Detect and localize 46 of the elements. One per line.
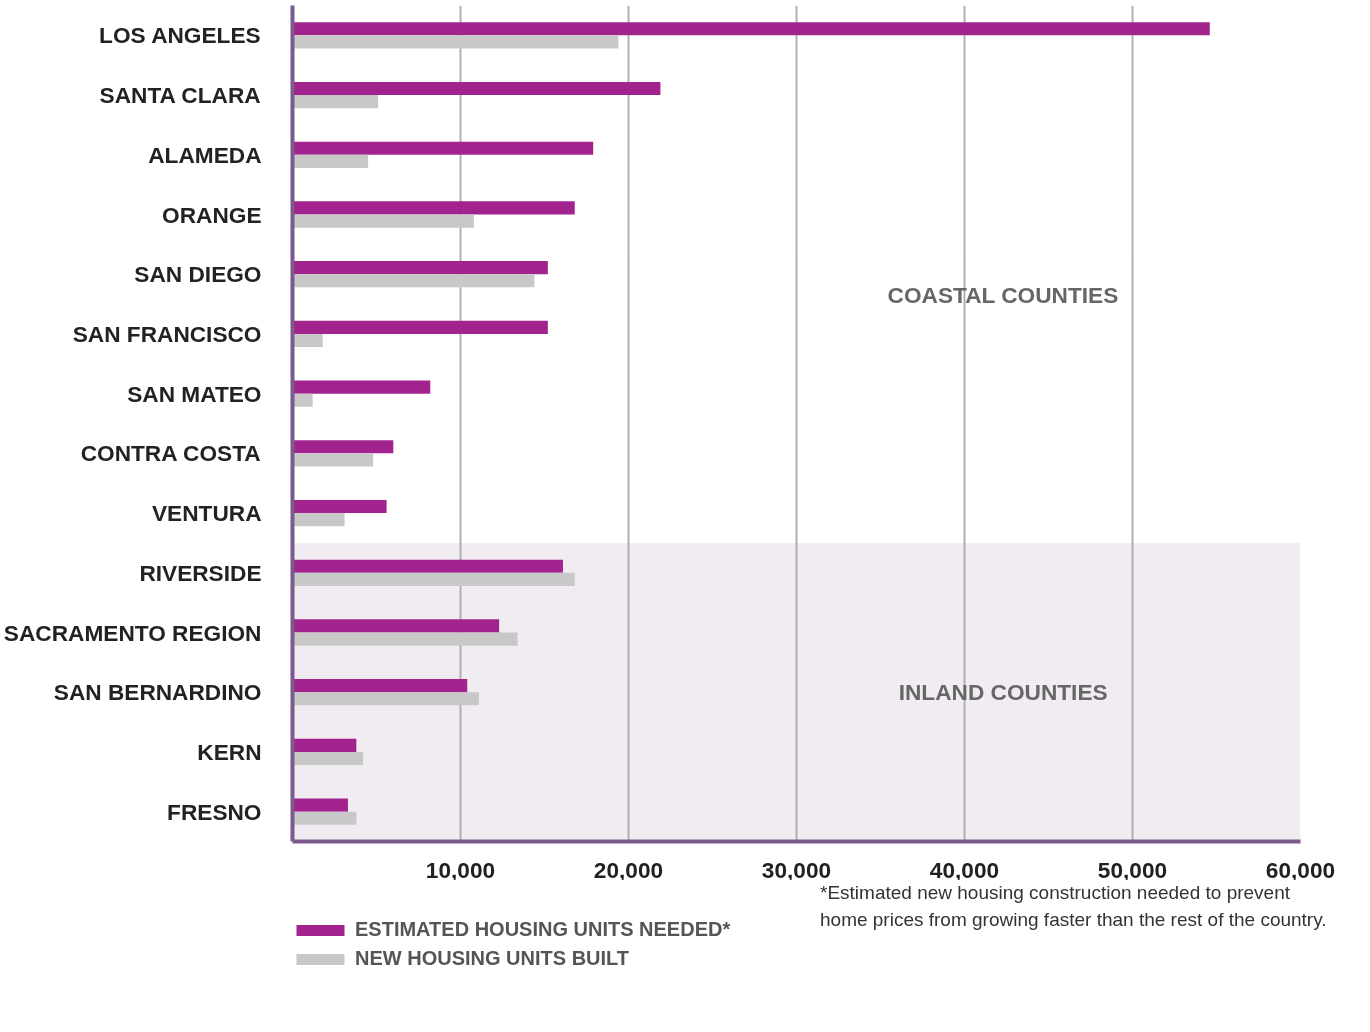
y-tick-label: RIVERSIDE (139, 559, 262, 586)
bar (292, 619, 500, 633)
y-tick-label: CONTRA COSTA (80, 440, 261, 467)
bar (292, 738, 357, 752)
y-tick-label: ALAMEDA (148, 141, 262, 168)
bar (292, 632, 518, 646)
bar (292, 154, 369, 168)
bar (292, 274, 535, 288)
band-label: INLAND COUNTIES (898, 679, 1108, 706)
legend-label: ESTIMATED HOUSING UNITS NEEDED* (355, 918, 731, 941)
bar (292, 81, 661, 96)
y-tick-label: KERN (197, 738, 262, 765)
y-tick-label: SANTA CLARA (99, 82, 261, 109)
y-tick-label: ORANGE (162, 201, 262, 228)
y-tick-label: SAN DIEGO (134, 261, 262, 288)
bar (292, 559, 563, 573)
bar (292, 201, 575, 215)
y-tick-label: SAN MATEO (127, 380, 262, 407)
annotation: COASTAL COUNTIES (887, 281, 1119, 308)
bar (292, 513, 345, 527)
bar (292, 333, 323, 348)
bar (292, 751, 364, 766)
bar (292, 261, 548, 275)
legend-label: NEW HOUSING UNITS BUILT (355, 947, 630, 970)
bar (292, 499, 387, 514)
bar (292, 572, 575, 586)
bar (292, 95, 379, 109)
bar (292, 692, 479, 706)
bar (292, 141, 594, 155)
y-tick-label: SAN BERNARDINO (53, 679, 262, 706)
y-tick-label: VENTURA (151, 500, 262, 527)
bar (292, 380, 431, 394)
bar (292, 214, 474, 228)
bar (292, 440, 394, 454)
y-tick-label: SACRAMENTO REGION (3, 619, 262, 646)
bar (292, 798, 348, 812)
bar (292, 453, 374, 467)
bar (292, 35, 619, 49)
bar (292, 679, 468, 693)
bar (292, 22, 1210, 36)
bar (292, 320, 548, 334)
y-tick-label: LOS ANGELES (99, 22, 261, 49)
y-tick-label: SAN FRANCISCO (72, 320, 262, 347)
bar (292, 811, 357, 825)
text: *Estimated new housing construction needed to prevent home prices from growing faster than the rest of the country. (820, 881, 1328, 932)
y-tick-label: FRESNO (167, 798, 262, 825)
